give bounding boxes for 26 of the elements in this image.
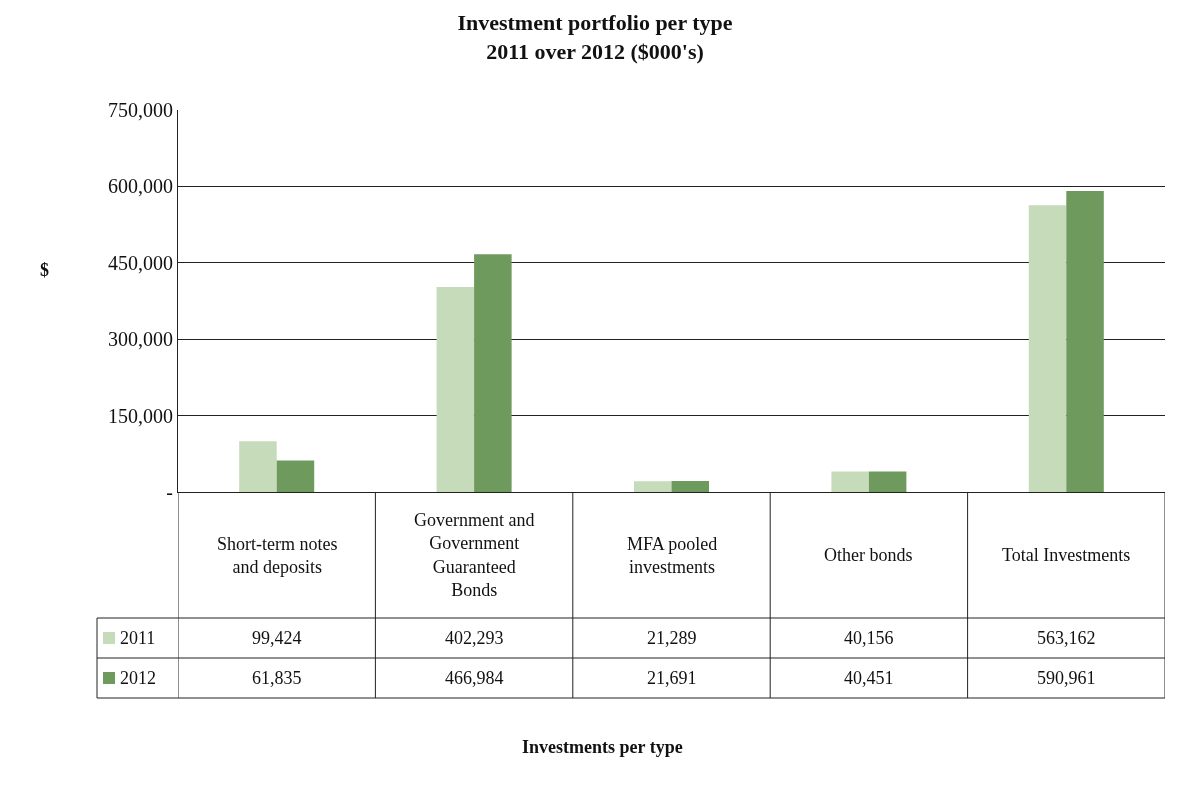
x-tick-label: Other bonds xyxy=(824,545,913,565)
data-label: 40,451 xyxy=(844,668,894,688)
x-tick-label: Total Investments xyxy=(1002,545,1131,565)
chart-title: Investment portfolio per type 2011 over 2012 ($000's) xyxy=(457,10,733,64)
y-tick-label: 150,000 xyxy=(108,404,173,427)
x-tick-label: MFA pooled investments xyxy=(627,534,718,578)
data-label: 99,424 xyxy=(252,628,302,648)
y-tick-label: 300,000 xyxy=(108,328,173,351)
y-tick-label: 450,000 xyxy=(108,251,173,274)
data-label: 21,691 xyxy=(647,668,697,688)
y-axis-title: $ xyxy=(40,260,49,280)
y-tick-label: 600,000 xyxy=(108,175,173,198)
data-label: 40,156 xyxy=(844,628,894,648)
x-tick-label: Government and Government Guaranteed Bonds xyxy=(414,510,535,601)
data-label: 21,289 xyxy=(647,628,697,648)
y-tick-label: - xyxy=(166,481,173,503)
text: Investments per type xyxy=(522,737,683,757)
legend-label: 2011 xyxy=(120,628,156,648)
data-label: 563,162 xyxy=(1037,628,1096,648)
data-label: 466,984 xyxy=(445,668,504,688)
data-label: 402,293 xyxy=(445,628,504,648)
y-tick-label: 750,000 xyxy=(108,99,173,121)
data-label: 61,835 xyxy=(252,668,302,688)
data-label: 590,961 xyxy=(1037,668,1096,688)
legend-label: 2012 xyxy=(120,668,156,688)
x-tick-label: Short-term notes and deposits xyxy=(217,534,338,578)
